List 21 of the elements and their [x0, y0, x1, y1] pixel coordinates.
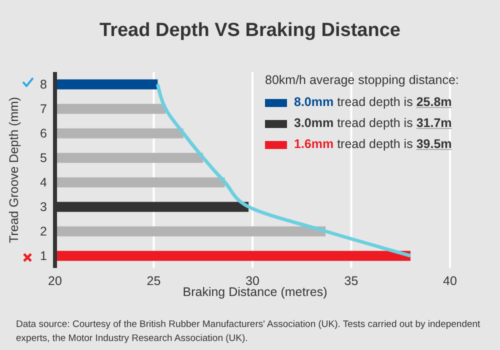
- legend-label: 8.0mm tread depth is 25.8m: [294, 94, 452, 111]
- x-tick-label: 20: [48, 274, 62, 288]
- x-tick-label: 40: [443, 274, 457, 288]
- y-axis-title: Tread Groove Depth (mm): [7, 96, 21, 244]
- legend-label: 1.6mm tread depth is 39.5m: [294, 136, 452, 153]
- y-tick-label: 1: [40, 249, 48, 264]
- y-tick-label: 5: [40, 151, 48, 166]
- chart-title: Tread Depth VS Braking Distance: [98, 20, 402, 42]
- x-tick-label: 35: [344, 274, 358, 288]
- y-tick-label: 4: [40, 176, 48, 190]
- y-tick-label: 2: [40, 224, 48, 239]
- x-tick-label: 25: [146, 274, 161, 288]
- source-note: Data source: Courtesy of the British Rubber Manufacturers' Association (UK). Tests carried out by independent experts, the Motor Industry Research Association (UK).: [16, 318, 482, 346]
- x-tick-label: 30: [246, 274, 260, 288]
- y-tick-label: 6: [40, 126, 48, 141]
- legend-label: 3.0mm tread depth is 31.7m: [294, 115, 452, 132]
- x-axis-title: Braking Distance (metres): [182, 285, 328, 299]
- y-tick-label: 8: [40, 78, 48, 92]
- y-tick-label: 3: [40, 200, 48, 214]
- legend-title: 80km/h average stopping distance:: [265, 72, 459, 89]
- y-tick-label: 7: [40, 102, 48, 116]
